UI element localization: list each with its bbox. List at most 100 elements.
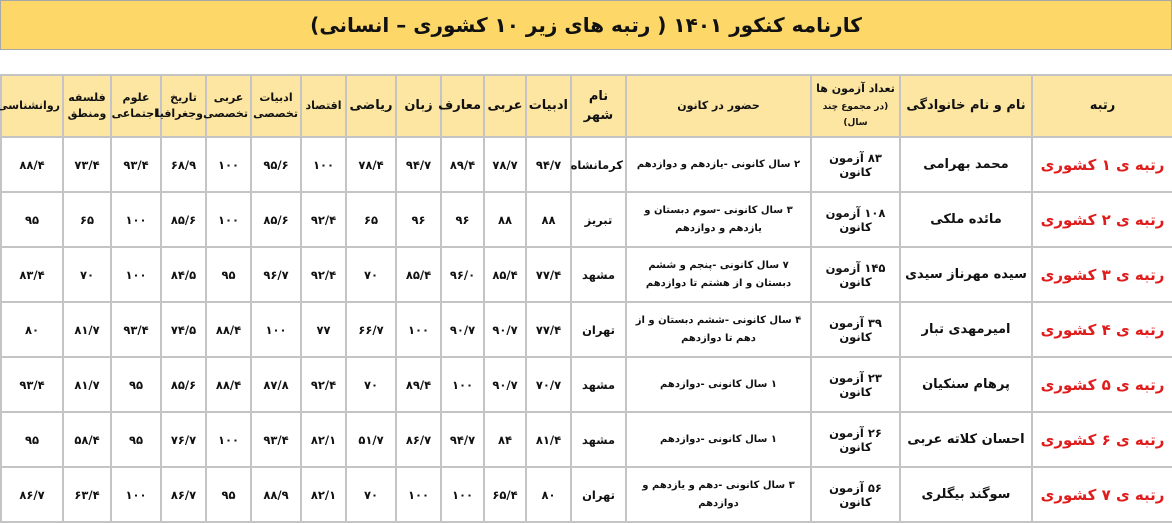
table-row: رتبه ی ۲ کشوری مائده ملکی ۱۰۸ آزمون کانون ۳…	[0, 191, 1172, 248]
cell-adabiat-takhasosi: ۸۸/۹	[250, 466, 302, 523]
cell-exams: ۱۰۸ آزمون کانون	[810, 191, 901, 248]
cell-riazi: ۶۵	[345, 191, 397, 248]
header-falsafe: فلسفه ومنطق	[62, 74, 112, 138]
cell-eghtesad: ۸۲/۱	[300, 466, 347, 523]
header-attendance: حضور در کانون	[625, 74, 812, 138]
cell-name: مائده ملکی	[899, 191, 1033, 248]
header-oloom: علوم اجتماعی	[110, 74, 162, 138]
cell-name: سوگند بیگلری	[899, 466, 1033, 523]
header-adabiat-takhasosi: ادبیات تخصصی	[250, 74, 302, 138]
cell-rank: رتبه ی ۵ کشوری	[1031, 356, 1172, 413]
cell-city: تبریز	[570, 191, 627, 248]
cell-arabi: ۹۰/۷	[483, 301, 527, 358]
cell-eghtesad: ۹۲/۴	[300, 246, 347, 303]
header-eghtesad: اقتصاد	[300, 74, 347, 138]
cell-adabiat: ۸۸	[525, 191, 572, 248]
cell-falsafe: ۸۱/۷	[62, 301, 112, 358]
cell-tarikh: ۸۵/۶	[160, 191, 207, 248]
cell-tarikh: ۶۸/۹	[160, 136, 207, 193]
cell-falsafe: ۷۰	[62, 246, 112, 303]
table-row: رتبه ی ۱ کشوری محمد بهرامی ۸۳ آزمون کانون ۲…	[0, 136, 1172, 193]
cell-maaref: ۹۴/۷	[440, 411, 485, 468]
header-exams-label: تعداد آزمون ها	[816, 82, 895, 96]
cell-maaref: ۸۹/۴	[440, 136, 485, 193]
cell-maaref: ۱۰۰	[440, 466, 485, 523]
cell-exams: ۵۶ آزمون کانون	[810, 466, 901, 523]
cell-zaban: ۸۹/۴	[395, 356, 442, 413]
cell-maaref: ۹۰/۷	[440, 301, 485, 358]
header-adabiat: ادبیات	[525, 74, 572, 138]
cell-name: سیده مهرناز سیدی	[899, 246, 1033, 303]
cell-adabiat: ۹۴/۷	[525, 136, 572, 193]
cell-attendance: ۳ سال کانونی -دهم و یازدهم و دوازدهم	[625, 466, 812, 523]
page-title: کارنامه کنکور ۱۴۰۱ ( رتبه های زیر ۱۰ کشو…	[0, 0, 1172, 50]
cell-name: امیرمهدی تبار	[899, 301, 1033, 358]
cell-arabi-takhasosi: ۱۰۰	[205, 411, 252, 468]
cell-adabiat-takhasosi: ۱۰۰	[250, 301, 302, 358]
cell-eghtesad: ۹۲/۴	[300, 191, 347, 248]
cell-zaban: ۸۶/۷	[395, 411, 442, 468]
cell-arabi-takhasosi: ۱۰۰	[205, 136, 252, 193]
cell-riazi: ۵۱/۷	[345, 411, 397, 468]
cell-city: تهران	[570, 466, 627, 523]
cell-tarikh: ۸۴/۵	[160, 246, 207, 303]
cell-falsafe: ۸۱/۷	[62, 356, 112, 413]
cell-name: محمد بهرامی	[899, 136, 1033, 193]
cell-arabi: ۸۵/۴	[483, 246, 527, 303]
cell-ravan: ۸۰	[0, 301, 64, 358]
cell-zaban: ۸۵/۴	[395, 246, 442, 303]
cell-arabi-takhasosi: ۸۸/۴	[205, 356, 252, 413]
header-tarikh: تاریخ وجغرافیا	[156, 74, 207, 138]
cell-eghtesad: ۸۲/۱	[300, 411, 347, 468]
cell-oloom: ۹۳/۴	[110, 301, 162, 358]
header-ravan: روانشناسی	[0, 74, 64, 138]
cell-falsafe: ۵۸/۴	[62, 411, 112, 468]
cell-rank: رتبه ی ۶ کشوری	[1031, 411, 1172, 468]
cell-arabi: ۸۸	[483, 191, 527, 248]
cell-arabi-takhasosi: ۱۰۰	[205, 191, 252, 248]
header-arabi: عربی	[483, 74, 527, 138]
cell-eghtesad: ۱۰۰	[300, 136, 347, 193]
cell-attendance: ۴ سال کانونی -ششم دبستان و از دهم تا دوا…	[625, 301, 812, 358]
table-row: رتبه ی ۶ کشوری احسان کلاته عربی ۲۶ آزمون ک…	[0, 411, 1172, 468]
cell-zaban: ۱۰۰	[395, 301, 442, 358]
cell-oloom: ۱۰۰	[110, 246, 162, 303]
cell-arabi: ۹۰/۷	[483, 356, 527, 413]
cell-adabiat-takhasosi: ۹۶/۷	[250, 246, 302, 303]
header-row: رتبه نام و نام خانوادگی تعداد آزمون ها (د…	[0, 74, 1172, 138]
cell-adabiat: ۸۱/۴	[525, 411, 572, 468]
cell-riazi: ۷۰	[345, 466, 397, 523]
cell-adabiat: ۸۰	[525, 466, 572, 523]
cell-falsafe: ۷۳/۴	[62, 136, 112, 193]
cell-rank: رتبه ی ۴ کشوری	[1031, 301, 1172, 358]
cell-eghtesad: ۷۷	[300, 301, 347, 358]
cell-zaban: ۹۴/۷	[395, 136, 442, 193]
cell-falsafe: ۶۵	[62, 191, 112, 248]
cell-exams: ۲۳ آزمون کانون	[810, 356, 901, 413]
table-row: رتبه ی ۳ کشوری سیده مهرناز سیدی ۱۴۵ آزمون …	[0, 246, 1172, 303]
cell-rank: رتبه ی ۳ کشوری	[1031, 246, 1172, 303]
cell-riazi: ۷۰	[345, 246, 397, 303]
cell-attendance: ۳ سال کانونی -سوم دبستان و یازدهم و دواز…	[625, 191, 812, 248]
cell-ravan: ۹۵	[0, 411, 64, 468]
cell-ravan: ۸۸/۴	[0, 136, 64, 193]
cell-riazi: ۷۸/۴	[345, 136, 397, 193]
cell-riazi: ۷۰	[345, 356, 397, 413]
cell-exams: ۸۳ آزمون کانون	[810, 136, 901, 193]
cell-eghtesad: ۹۲/۴	[300, 356, 347, 413]
cell-city: مشهد	[570, 411, 627, 468]
cell-rank: رتبه ی ۲ کشوری	[1031, 191, 1172, 248]
cell-oloom: ۹۵	[110, 356, 162, 413]
cell-tarikh: ۸۶/۷	[160, 466, 207, 523]
cell-city: تهران	[570, 301, 627, 358]
cell-falsafe: ۶۳/۴	[62, 466, 112, 523]
cell-rank: رتبه ی ۷ کشوری	[1031, 466, 1172, 523]
cell-zaban: ۹۶	[395, 191, 442, 248]
cell-maaref: ۱۰۰	[440, 356, 485, 413]
cell-name: احسان کلاته عربی	[899, 411, 1033, 468]
cell-attendance: ۲ سال کانونی -یازدهم و دوازدهم	[625, 136, 812, 193]
cell-exams: ۳۹ آزمون کانون	[810, 301, 901, 358]
cell-rank: رتبه ی ۱ کشوری	[1031, 136, 1172, 193]
cell-arabi: ۶۵/۴	[483, 466, 527, 523]
cell-tarikh: ۷۶/۷	[160, 411, 207, 468]
